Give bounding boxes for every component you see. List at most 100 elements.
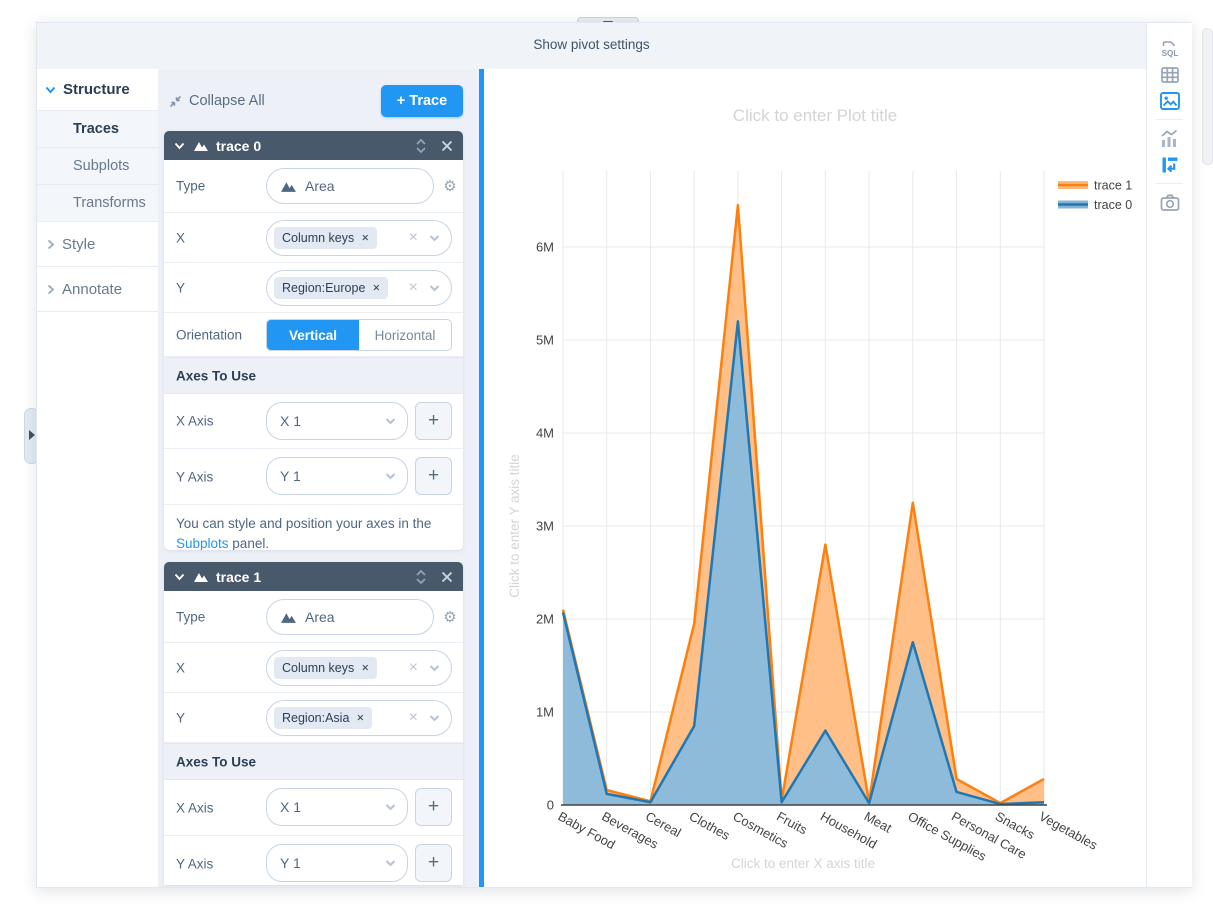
legend-item-trace-0[interactable]: trace 0 (1058, 198, 1132, 212)
show-pivot-settings-toggle[interactable]: Show pivot settings (533, 37, 650, 52)
x-data-select[interactable]: Column keys ✕ × (266, 220, 452, 256)
chevron-down-icon[interactable] (385, 418, 396, 425)
chevron-down-icon[interactable] (385, 473, 396, 480)
clear-select-icon[interactable]: × (408, 709, 418, 726)
trace-0-header[interactable]: trace 0 (164, 131, 463, 160)
y-axis-title-placeholder[interactable]: Click to enter Y axis title (507, 454, 522, 598)
orientation-toggle: Vertical Horizontal (266, 319, 452, 351)
sidebar-item-structure[interactable]: Structure (37, 69, 158, 110)
svg-text:1M: 1M (536, 705, 554, 720)
scrollbar-thumb[interactable] (1202, 28, 1213, 165)
x-data-select[interactable]: Column keys ✕ × (266, 650, 452, 686)
remove-chip-icon[interactable]: ✕ (361, 662, 370, 674)
chart-image-icon-active[interactable] (1157, 89, 1183, 113)
y-data-chip: Region:Europe ✕ (274, 277, 389, 299)
area-fill-trace-1[interactable] (563, 205, 1044, 805)
gear-icon[interactable]: ⚙ (443, 177, 457, 195)
area-line-trace-0[interactable] (561, 320, 1045, 806)
y-data-select[interactable]: Region:Europe ✕ × (266, 270, 452, 306)
chevron-down-icon[interactable] (385, 804, 396, 811)
orientation-vertical-button[interactable]: Vertical (267, 320, 359, 350)
legend[interactable]: trace 1 trace 0 (1058, 179, 1132, 213)
y-row: Y Region:Asia ✕ × (164, 693, 463, 743)
svg-text:0: 0 (547, 798, 554, 813)
area-trace-icon (281, 612, 296, 623)
pivot-chart-editor-window: Show pivot settings SQL Structure Traces (36, 22, 1192, 888)
chevron-down-icon (174, 573, 185, 580)
chevron-down-icon[interactable] (429, 235, 440, 242)
remove-chip-icon[interactable]: ✕ (361, 232, 370, 244)
svg-text:Clothes: Clothes (687, 809, 733, 844)
sidebar-item-transforms[interactable]: Transforms (37, 184, 158, 221)
svg-text:3M: 3M (536, 519, 554, 534)
chevron-down-icon[interactable] (385, 860, 396, 867)
x-data-chip: Column keys ✕ (274, 227, 378, 249)
remove-chip-icon[interactable]: ✕ (372, 282, 381, 294)
plot-title-placeholder[interactable]: Click to enter Plot title (733, 106, 897, 125)
chevron-down-icon[interactable] (429, 715, 440, 722)
chevron-down-icon[interactable] (429, 665, 440, 672)
trace-type-selector[interactable]: Area (266, 168, 434, 204)
y-axis-select[interactable]: Y 1 (266, 844, 408, 882)
trace-0-panel: trace 0 Type Area ⚙ X Column keys ✕ × (164, 131, 463, 550)
svg-text:trace 0: trace 0 (1094, 198, 1132, 212)
top-bar: Show pivot settings (37, 23, 1146, 70)
collapse-all-button[interactable]: Collapse All (168, 93, 265, 109)
area-trace-icon (281, 181, 296, 192)
add-y-axis-button[interactable]: + (415, 844, 452, 882)
sidebar-item-subplots[interactable]: Subplots (37, 147, 158, 184)
table-icon[interactable] (1157, 63, 1183, 87)
y-data-select[interactable]: Region:Asia ✕ × (266, 700, 452, 736)
panel-resizer[interactable] (479, 69, 484, 887)
axes-to-use-section-header: Axes To Use (164, 743, 463, 780)
traces-settings-panel: Collapse All + Trace trace 0 Type Area ⚙ (158, 69, 479, 887)
remove-chip-icon[interactable]: ✕ (356, 712, 365, 724)
right-toolbar: SQL (1146, 23, 1192, 887)
svg-text:4M: 4M (536, 426, 554, 441)
move-trace-up-down-icon[interactable] (415, 138, 427, 154)
gear-icon[interactable]: ⚙ (443, 607, 457, 626)
add-x-axis-button[interactable]: + (415, 788, 452, 826)
area-line-trace-1[interactable] (561, 203, 1045, 805)
pivot-icon[interactable] (1157, 153, 1183, 177)
trace-1-panel: trace 1 Type Area ⚙ X Column keys ✕ × (164, 562, 463, 885)
area-chart[interactable]: Click to enter Plot title Click to enter … (484, 69, 1146, 887)
type-row: Type Area ⚙ (164, 160, 463, 213)
x-axis-select[interactable]: X 1 (266, 788, 408, 826)
chevron-down-icon (45, 86, 56, 94)
x-axis-title-placeholder[interactable]: Click to enter X axis title (731, 856, 875, 871)
x-axis-row: X Axis X 1 + (164, 780, 463, 836)
add-x-axis-button[interactable]: + (415, 402, 452, 440)
add-y-axis-button[interactable]: + (415, 457, 452, 495)
orientation-horizontal-button[interactable]: Horizontal (374, 327, 436, 343)
x-axis-select[interactable]: X 1 (266, 402, 408, 440)
add-trace-button[interactable]: + Trace (381, 85, 463, 117)
clear-select-icon[interactable]: × (408, 279, 418, 296)
trace-1-header[interactable]: trace 1 (164, 562, 463, 591)
plot-area[interactable]: Click to enter Plot title Click to enter … (484, 69, 1146, 887)
y-axis-select[interactable]: Y 1 (266, 457, 408, 495)
x-row: X Column keys ✕ × (164, 213, 463, 263)
svg-text:trace 1: trace 1 (1094, 179, 1132, 193)
chevron-down-icon[interactable] (429, 285, 440, 292)
clear-select-icon[interactable]: × (408, 229, 418, 246)
close-icon[interactable] (441, 140, 453, 152)
close-icon[interactable] (441, 571, 453, 583)
legend-item-trace-1[interactable]: trace 1 (1058, 179, 1132, 193)
expand-arrow-icon (29, 430, 35, 440)
y-tick-labels: 0 1M 2M 3M 4M 5M 6M (536, 240, 554, 813)
sidebar-item-traces[interactable]: Traces (37, 110, 158, 147)
sql-icon[interactable]: SQL (1157, 37, 1183, 61)
structure-sidebar: Structure Traces Subplots Transforms Sty… (37, 69, 159, 887)
type-row: Type Area ⚙ (164, 591, 463, 643)
sidebar-item-style[interactable]: Style (37, 221, 158, 266)
camera-icon[interactable] (1157, 191, 1183, 215)
trace-type-selector[interactable]: Area (266, 599, 434, 635)
sidebar-item-annotate[interactable]: Annotate (37, 266, 158, 311)
toolbar-divider (1156, 119, 1183, 120)
clear-select-icon[interactable]: × (408, 659, 418, 676)
combo-chart-icon[interactable] (1157, 127, 1183, 151)
move-trace-up-down-icon[interactable] (415, 569, 427, 585)
subplots-link[interactable]: Subplots (176, 535, 229, 550)
collapse-icon (169, 95, 182, 107)
